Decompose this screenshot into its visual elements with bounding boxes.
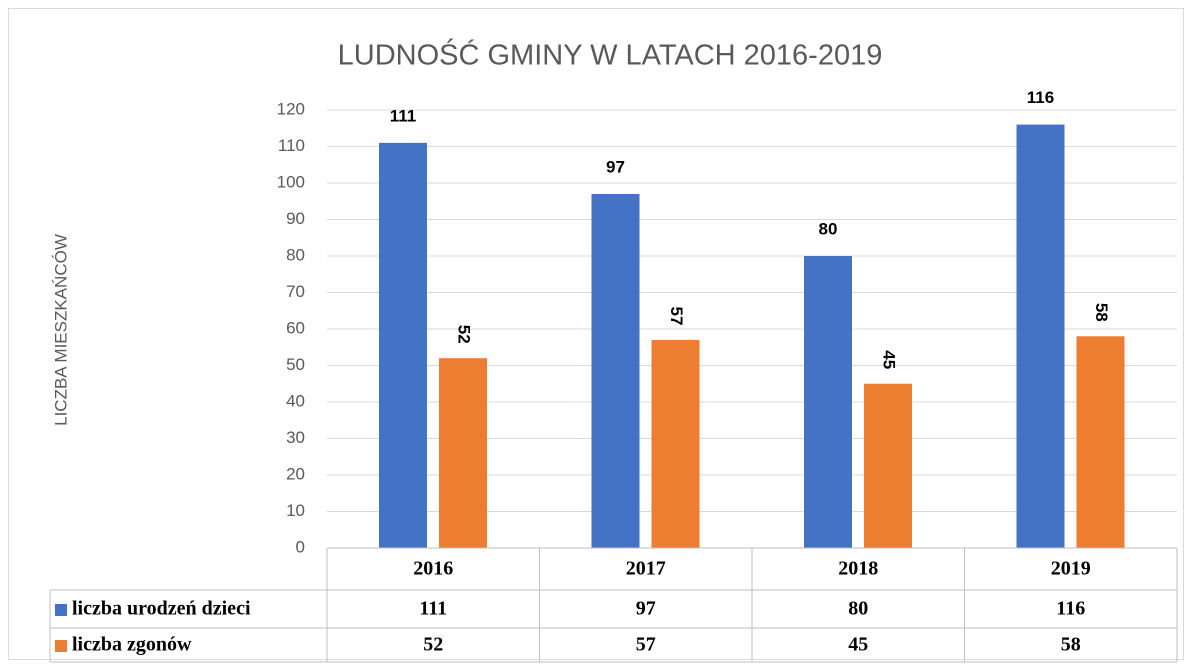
table-value: 45 (848, 634, 868, 656)
y-tick-label: 30 (286, 428, 305, 447)
data-label: 45 (880, 350, 899, 369)
data-label: 97 (606, 157, 625, 176)
table-value: 57 (636, 634, 656, 656)
y-tick-label: 120 (277, 99, 305, 118)
table-value: 97 (636, 598, 656, 620)
bar (864, 383, 912, 548)
data-label: 58 (1092, 303, 1111, 322)
y-tick-label: 90 (286, 209, 305, 228)
legend-label: liczba urodzeń dzieci (72, 598, 251, 620)
data-label: 116 (1027, 88, 1054, 107)
x-tick-label: 2016 (413, 558, 453, 580)
y-tick-label: 0 (296, 537, 305, 556)
bar (591, 193, 640, 548)
data-label: 57 (667, 306, 686, 325)
table-value: 52 (423, 634, 443, 656)
y-tick-label: 60 (286, 318, 305, 337)
data-label: 111 (390, 106, 417, 125)
legend-key (55, 604, 67, 616)
bar (439, 358, 487, 548)
y-tick-label: 50 (286, 355, 305, 374)
bar (651, 339, 700, 548)
x-tick-label: 2017 (626, 558, 666, 580)
bar (1016, 124, 1065, 548)
x-tick-label: 2018 (838, 558, 878, 580)
table-value: 111 (419, 598, 447, 620)
y-tick-label: 70 (286, 282, 305, 301)
y-axis-label: LICZBA MIESZKAŃCÓW (51, 234, 70, 426)
table-value: 116 (1056, 598, 1085, 620)
table-value: 58 (1061, 634, 1081, 656)
y-tick-label: 20 (286, 464, 305, 483)
table-value: 80 (848, 598, 868, 620)
chart-title: LUDNOŚĆ GMINY W LATACH 2016-2019 (338, 38, 883, 72)
x-tick-label: 2019 (1051, 558, 1091, 580)
data-label: 80 (819, 219, 838, 238)
y-tick-label: 110 (278, 136, 305, 155)
y-tick-label: 10 (286, 501, 305, 520)
legend-label: liczba zgonów (72, 634, 192, 656)
legend-key (55, 640, 67, 652)
bar (379, 142, 427, 548)
bar (804, 256, 852, 548)
y-tick-label: 80 (286, 245, 305, 264)
bar (1076, 336, 1125, 548)
data-label: 52 (455, 325, 474, 344)
y-tick-label: 40 (286, 391, 305, 410)
y-tick-label: 100 (277, 172, 305, 191)
